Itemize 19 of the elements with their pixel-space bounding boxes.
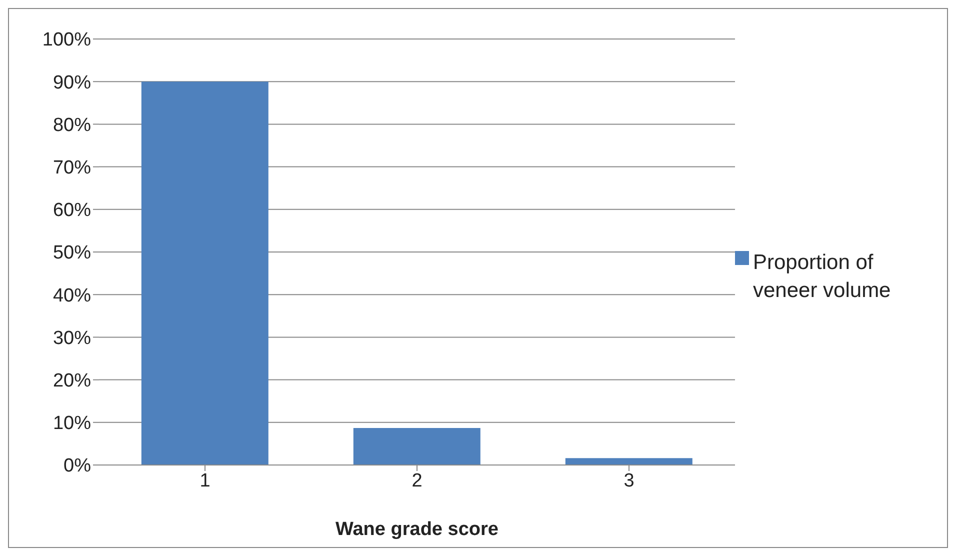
y-tick-label: 70% — [52, 158, 92, 179]
y-tick-label: 30% — [52, 328, 92, 349]
x-tick-label: 1 — [200, 470, 210, 492]
y-tick-label: 50% — [52, 242, 92, 264]
y-tick-label: 100% — [42, 30, 92, 51]
y-tick-label: 80% — [52, 114, 92, 136]
y-tick-label: 0% — [64, 456, 92, 477]
legend-label: Proportion of veneer volume — [753, 250, 892, 304]
bar — [565, 458, 692, 465]
y-tick-label: 40% — [52, 285, 92, 306]
y-tick-label: 90% — [52, 72, 92, 94]
bar — [141, 82, 268, 465]
x-tick-label: 2 — [412, 470, 422, 492]
x-tick-label: 3 — [624, 470, 634, 492]
y-tick-label: 10% — [52, 413, 92, 434]
y-tick-label: 20% — [52, 370, 92, 392]
y-tick-label: 60% — [52, 200, 92, 222]
x-axis-title: Wane grade score — [336, 519, 498, 540]
bar — [353, 428, 480, 465]
